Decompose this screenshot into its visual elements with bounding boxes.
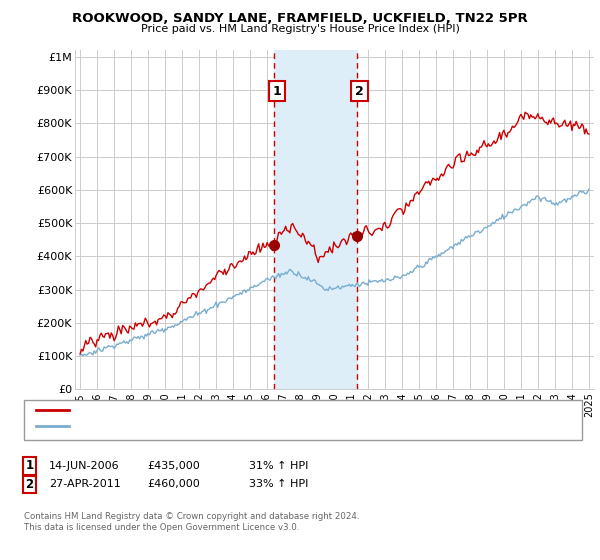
Text: 2: 2 — [25, 478, 34, 491]
Bar — [274, 50, 357, 389]
Text: ROOKWOOD, SANDY LANE, FRAMFIELD, UCKFIELD, TN22 5PR: ROOKWOOD, SANDY LANE, FRAMFIELD, UCKFIEL… — [72, 12, 528, 25]
Text: £460,000: £460,000 — [147, 479, 200, 489]
Text: 31% ↑ HPI: 31% ↑ HPI — [249, 461, 308, 471]
Text: 1: 1 — [25, 459, 34, 473]
Text: HPI: Average price, detached house, Wealden: HPI: Average price, detached house, Weal… — [75, 421, 313, 431]
Text: 1: 1 — [272, 85, 281, 97]
Text: ROOKWOOD, SANDY LANE, FRAMFIELD, UCKFIELD, TN22 5PR (detached house): ROOKWOOD, SANDY LANE, FRAMFIELD, UCKFIEL… — [75, 405, 486, 415]
Text: Price paid vs. HM Land Registry's House Price Index (HPI): Price paid vs. HM Land Registry's House … — [140, 24, 460, 34]
Text: 27-APR-2011: 27-APR-2011 — [49, 479, 121, 489]
Text: 14-JUN-2006: 14-JUN-2006 — [49, 461, 120, 471]
Text: 2: 2 — [355, 85, 364, 97]
Text: £435,000: £435,000 — [147, 461, 200, 471]
Text: Contains HM Land Registry data © Crown copyright and database right 2024.
This d: Contains HM Land Registry data © Crown c… — [24, 512, 359, 532]
Text: 33% ↑ HPI: 33% ↑ HPI — [249, 479, 308, 489]
